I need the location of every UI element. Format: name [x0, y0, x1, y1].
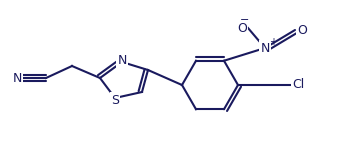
Text: S: S [111, 93, 119, 106]
Text: O: O [297, 24, 307, 37]
Text: N: N [12, 71, 22, 84]
Text: N: N [117, 54, 127, 67]
Text: −: − [240, 15, 250, 25]
Text: Cl: Cl [292, 78, 304, 91]
Text: N: N [260, 41, 270, 54]
Text: O: O [237, 22, 247, 34]
Text: +: + [269, 37, 277, 47]
